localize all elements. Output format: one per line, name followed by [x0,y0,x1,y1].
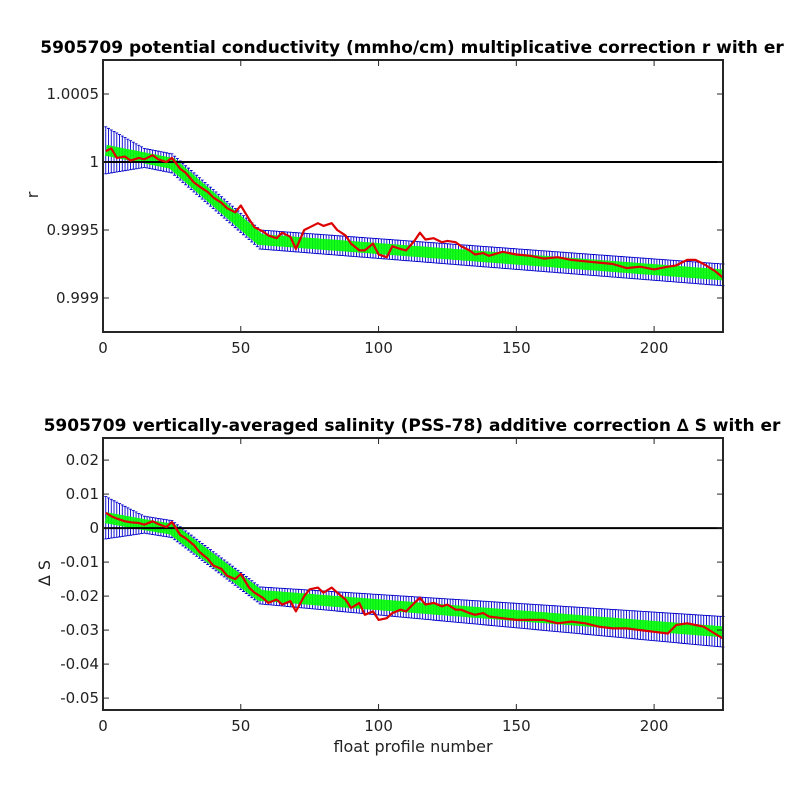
chart-top-error-bars [104,126,725,287]
chart-top-xtick-label: 100 [364,339,393,357]
chart-bottom-ytick-label: -0.05 [60,689,99,707]
chart-bottom-ytick-label: -0.03 [60,621,99,639]
chart-bottom: 5905709 vertically-averaged salinity (PS… [35,416,781,756]
chart-bottom-xtick-label: 50 [231,717,250,735]
chart-bottom-error-bars [104,496,725,648]
chart-bottom-xtick-label: 0 [98,717,108,735]
chart-bottom-xtick-label: 200 [640,717,669,735]
chart-bottom-title: 5905709 vertically-averaged salinity (PS… [44,416,781,436]
chart-bottom-ytick-label: -0.04 [60,655,99,673]
chart-top-ytick-label: 0.999 [56,289,99,307]
chart-top-xtick-label: 200 [640,339,669,357]
chart-top-xtick-label: 0 [98,339,108,357]
chart-bottom-ytick-label: 0 [89,519,99,537]
chart-top-xtick-label: 150 [502,339,531,357]
chart-top: 5905709 potential conductivity (mmho/cm)… [23,38,784,357]
chart-bottom-xlabel: float profile number [333,737,493,756]
chart-bottom-error-bar [104,496,108,540]
chart-bottom-raw-series [105,511,724,640]
chart-bottom-xtick-label: 150 [502,717,531,735]
chart-bottom-frame [102,437,724,711]
chart-bottom-xtick-label: 100 [364,717,393,735]
chart-top-plot-area: 0 50 100 150 200 0.999 0.9995 1 1.0005 [47,60,725,357]
chart-top-ylabel: r [23,191,42,198]
chart-bottom-ylabel: ∆ S [35,560,54,587]
chart-top-ytick-label: 1.0005 [47,85,100,103]
chart-bottom-plot-area: 0 50 100 150 200 -0.05 -0.04 -0.03 -0.02 -0.01 0 0.… [60,438,725,735]
chart-top-xtick-label: 50 [231,339,250,357]
chart-bottom-ytick-label: -0.01 [60,553,99,571]
chart-top-ytick-label: 0.9995 [47,221,100,239]
chart-bottom-ytick-label: 0.01 [66,485,99,503]
chart-bottom-ytick-label: 0.02 [66,451,99,469]
chart-top-frame [102,59,724,333]
chart-bottom-ytick-label: -0.02 [60,587,99,605]
chart-top-fit-series [104,144,724,281]
chart-top-title: 5905709 potential conductivity (mmho/cm)… [40,38,784,58]
chart-top-raw-series [105,147,724,279]
chart-bottom-fit-series [104,512,724,638]
chart-top-ytick-label: 1 [89,153,99,171]
